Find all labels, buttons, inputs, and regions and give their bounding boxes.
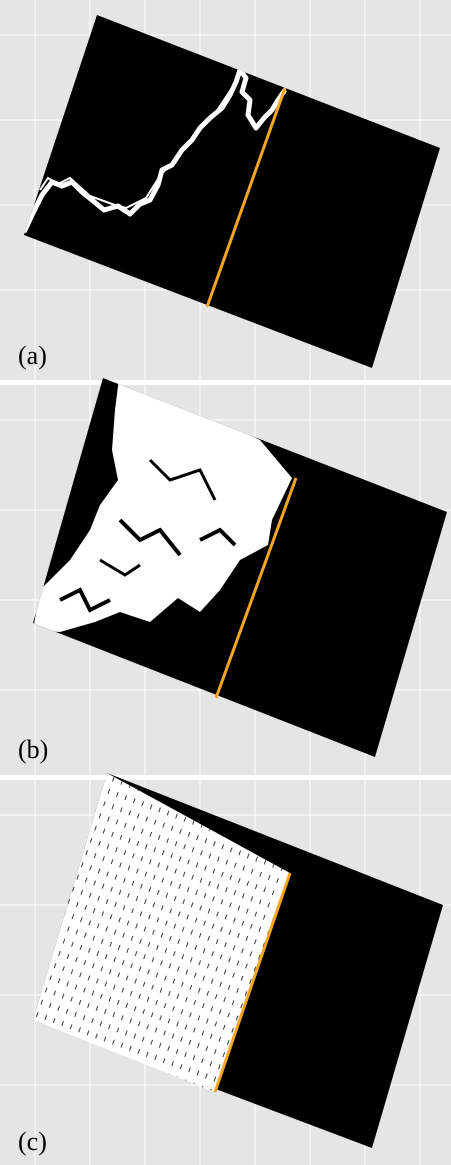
panel-a: (a) xyxy=(0,0,451,380)
panel-b: (b) xyxy=(0,370,451,775)
panel-label: (c) xyxy=(18,1127,47,1156)
panel-label: (a) xyxy=(18,341,47,370)
panel-label: (b) xyxy=(18,735,48,764)
figure: (a) (b) (c) xyxy=(0,0,451,1165)
panel-c: (c) xyxy=(0,773,451,1165)
